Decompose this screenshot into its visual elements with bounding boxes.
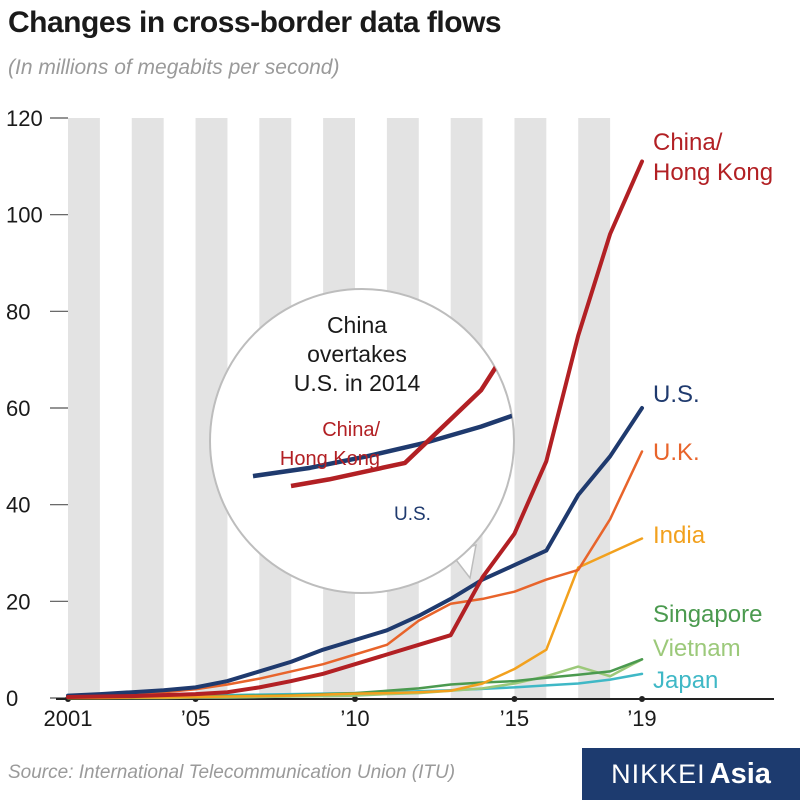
y-tick-label: 20	[6, 589, 30, 614]
y-tick-label: 40	[6, 493, 30, 518]
inset-china-line	[290, 329, 514, 489]
grid-band	[578, 118, 611, 698]
y-tick-label: 60	[6, 396, 30, 421]
series-label: India	[653, 522, 706, 549]
grid-band	[131, 118, 164, 698]
chart-subtitle: (In millions of megabits per second)	[8, 56, 340, 79]
logo-region: Asia	[709, 757, 771, 790]
callout-china-label-2: Hong Kong	[280, 448, 380, 470]
y-tick-label: 80	[6, 299, 30, 324]
y-tick-label: 100	[6, 203, 43, 228]
x-tick	[352, 696, 358, 702]
series-label: China/	[653, 129, 723, 156]
source-note: Source: International Telecommunication …	[8, 762, 456, 783]
series-label: Japan	[653, 667, 718, 694]
callout-magnifier: China overtakes U.S. in 2014 China/ Hong…	[209, 288, 515, 594]
series-label: Vietnam	[653, 635, 741, 662]
chart-title: Changes in cross-border data flows	[8, 6, 502, 39]
y-tick-label: 0	[6, 686, 18, 711]
x-tick-label: ’15	[500, 706, 529, 731]
series-labels: China/Hong Kong U.S. U.K. India Singapore Vie…	[653, 129, 773, 694]
y-tick-label: 120	[6, 106, 43, 131]
inset-us-line	[252, 382, 514, 479]
series-line	[66, 406, 644, 698]
x-tick	[511, 696, 518, 702]
callout-heading-line-1: China	[327, 312, 387, 338]
series-line	[66, 159, 644, 700]
callout-heading-line-3: U.S. in 2014	[294, 370, 421, 396]
callout-circle	[209, 288, 515, 594]
series-label: U.S.	[653, 381, 700, 408]
x-tick	[639, 696, 645, 702]
y-axis: 0 20 40 60 80 100 120	[6, 106, 68, 711]
series-lines	[66, 159, 644, 700]
x-axis: 2001 ’05 ’10 ’15 ’19	[44, 696, 774, 731]
series-label: Hong Kong	[653, 159, 773, 186]
logo-brand: NIKKEI	[611, 758, 706, 789]
callout-us-label: U.S.	[394, 504, 431, 525]
grid-band	[68, 118, 100, 698]
x-tick-label: ’10	[340, 706, 369, 731]
x-tick-label: 2001	[44, 706, 93, 731]
line-chart: 0 20 40 60 80 100 120 2001 ’05 ’10 ’15 ’19 China/H…	[6, 106, 774, 731]
callout-heading-line-2: overtakes	[307, 341, 407, 367]
series-label: U.K.	[653, 439, 700, 466]
x-tick-label: ’05	[181, 706, 210, 731]
x-tick-label: ’19	[627, 706, 656, 731]
publisher-logo: NIKKEI Asia	[582, 748, 800, 800]
series-line	[66, 537, 644, 700]
callout-china-label-1: China/	[322, 419, 380, 441]
series-label: Singapore	[653, 601, 762, 628]
grid-band	[514, 118, 547, 698]
